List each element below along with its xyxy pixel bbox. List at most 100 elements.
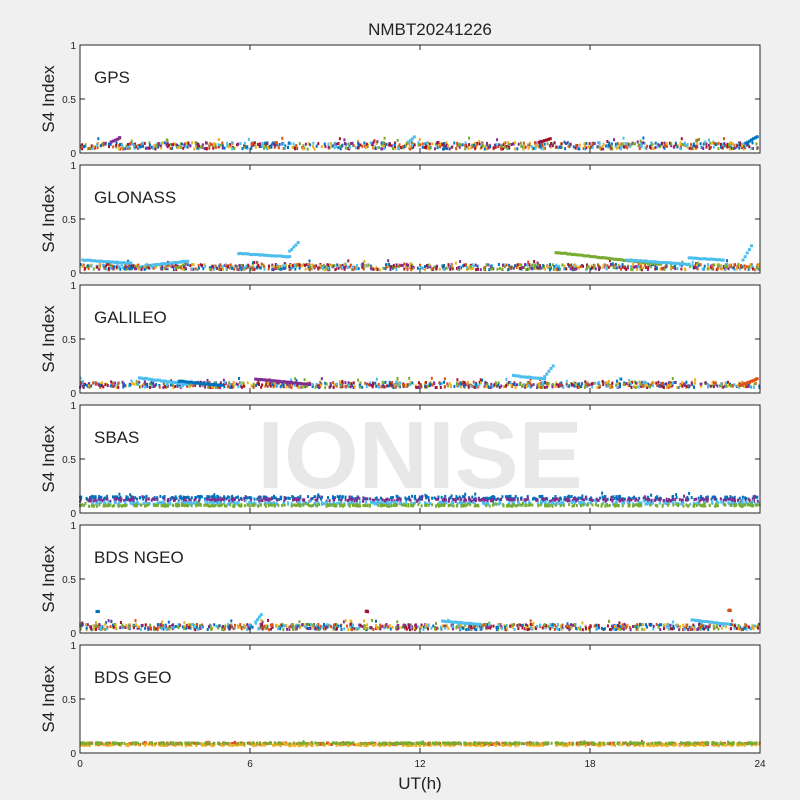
data-point: [611, 383, 613, 387]
data-point: [95, 259, 99, 263]
data-point: [711, 501, 714, 505]
data-point: [352, 497, 355, 501]
data-point: [333, 146, 336, 150]
data-point: [515, 374, 519, 378]
data-point: [282, 142, 285, 146]
data-point: [142, 144, 144, 148]
data-point: [459, 265, 461, 269]
data-point: [590, 498, 593, 502]
data-point: [104, 501, 107, 505]
data-point: [318, 503, 321, 507]
data-point: [549, 503, 552, 507]
data-point: [699, 142, 702, 146]
data-point: [148, 143, 151, 147]
data-point: [644, 497, 647, 501]
data-point: [233, 504, 236, 508]
data-point: [316, 499, 319, 502]
data-point: [262, 495, 265, 499]
data-point: [247, 263, 250, 267]
data-point: [308, 266, 311, 270]
data-point: [277, 146, 280, 150]
data-point: [462, 503, 464, 507]
data-point: [530, 145, 533, 148]
data-point: [756, 495, 759, 499]
data-point: [654, 498, 657, 502]
data-point: [742, 147, 745, 151]
data-point: [143, 141, 146, 145]
data-point: [607, 379, 610, 383]
data-point: [204, 497, 206, 501]
data-point: [748, 145, 751, 149]
data-point: [447, 263, 450, 267]
data-point: [661, 141, 664, 145]
data-point: [115, 385, 118, 389]
data-point: [482, 497, 484, 501]
data-point: [595, 500, 598, 504]
data-point: [515, 383, 518, 387]
data-point: [162, 500, 165, 504]
data-point: [96, 143, 99, 147]
data-point: [598, 256, 602, 260]
data-point: [85, 623, 88, 627]
data-point: [531, 267, 534, 271]
data-point: [204, 502, 207, 506]
data-point: [272, 265, 275, 269]
data-point: [537, 263, 540, 267]
data-point: [755, 142, 758, 146]
data-point: [263, 503, 266, 507]
data-point: [337, 142, 340, 145]
data-point: [83, 144, 86, 148]
data-point: [112, 145, 115, 149]
y-tick-label: 0: [70, 269, 76, 280]
data-point: [474, 146, 477, 150]
data-point: [683, 494, 686, 498]
data-point: [532, 146, 535, 150]
data-point: [153, 496, 156, 500]
data-point: [146, 385, 149, 388]
data-point: [221, 144, 224, 148]
data-point: [113, 504, 116, 508]
data-point: [608, 141, 611, 145]
data-point: [459, 502, 462, 506]
data-point: [547, 266, 550, 269]
data-point: [424, 268, 427, 272]
data-point: [702, 142, 705, 146]
data-point: [312, 141, 315, 145]
data-point: [485, 147, 488, 151]
data-point: [591, 146, 594, 150]
data-point: [723, 266, 726, 270]
data-point: [264, 253, 268, 257]
data-point: [702, 147, 705, 150]
data-point: [300, 264, 303, 268]
data-point: [686, 384, 689, 388]
data-point: [231, 499, 234, 503]
data-point: [693, 498, 696, 501]
data-point: [303, 625, 306, 628]
data-point: [221, 146, 224, 150]
data-point: [675, 496, 678, 500]
data-point: [140, 376, 143, 380]
data-point: [271, 503, 274, 507]
data-point: [621, 501, 624, 505]
data-point: [122, 385, 125, 389]
data-point: [194, 497, 197, 501]
data-point: [81, 143, 84, 147]
data-point: [128, 384, 131, 388]
data-point: [744, 141, 748, 145]
data-point: [308, 268, 311, 272]
data-point: [148, 141, 151, 145]
data-point: [693, 385, 695, 389]
data-point: [750, 379, 753, 383]
data-point: [606, 504, 609, 508]
data-point: [411, 381, 414, 385]
data-point: [596, 255, 600, 259]
data-point: [380, 503, 383, 507]
data-point: [178, 381, 182, 385]
data-point: [195, 381, 199, 385]
data-point: [622, 143, 625, 147]
data-point: [678, 498, 681, 502]
data-point: [210, 383, 213, 386]
data-point: [586, 264, 589, 268]
data-point: [111, 264, 113, 268]
data-point: [318, 386, 320, 390]
